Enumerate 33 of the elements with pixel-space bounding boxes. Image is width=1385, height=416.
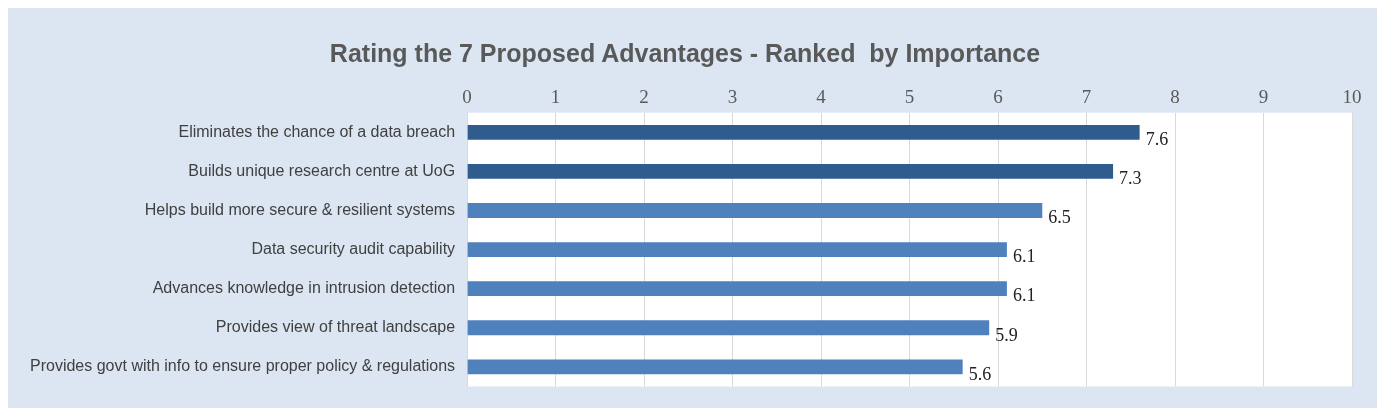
- x-tick-label: 6: [993, 86, 1003, 108]
- bar: [467, 281, 1007, 297]
- data-label: 5.6: [968, 363, 992, 384]
- y-tick-label: Provides govt with info to ensure proper policy & regulations: [29, 357, 456, 375]
- bar: [467, 320, 990, 336]
- data-label: 7.6: [1145, 129, 1169, 150]
- x-tick-label: 0: [462, 86, 472, 108]
- y-tick-label: Helps build more secure & resilient systems: [144, 200, 456, 218]
- x-tick-label: 1: [550, 86, 561, 108]
- x-tick-label: 9: [1258, 86, 1269, 108]
- bar: [467, 203, 1043, 218]
- x-tick-label: 2: [639, 86, 649, 108]
- data-label: 6.1: [1012, 285, 1036, 306]
- x-tick-label: 10: [1342, 86, 1362, 108]
- chart-title: Rating the 7 Proposed Advantages - Ranked by Importance: [329, 38, 1041, 67]
- bar: [467, 124, 1140, 140]
- y-tick-label: Builds unique research centre at UoG: [188, 161, 456, 179]
- x-tick-label: 7: [1081, 86, 1092, 108]
- bar: [467, 359, 963, 375]
- bar: [467, 242, 1007, 258]
- y-tick-label: Eliminates the chance of a data breach: [178, 122, 456, 140]
- x-tick-label: 8: [1170, 86, 1180, 108]
- y-tick-label: Data security audit capability: [251, 240, 456, 258]
- x-tick-label: 3: [727, 86, 738, 108]
- y-tick-label: Provides view of threat landscape: [215, 318, 456, 336]
- data-label: 7.3: [1119, 168, 1142, 189]
- data-label: 6.5: [1048, 207, 1071, 228]
- data-label: 5.9: [995, 324, 1018, 345]
- bar: [467, 164, 1114, 179]
- x-tick-label: 5: [904, 86, 915, 108]
- y-tick-label: Advances knowledge in intrusion detection: [152, 279, 456, 297]
- data-label: 6.1: [1012, 246, 1036, 267]
- x-tick-label: 4: [816, 86, 827, 108]
